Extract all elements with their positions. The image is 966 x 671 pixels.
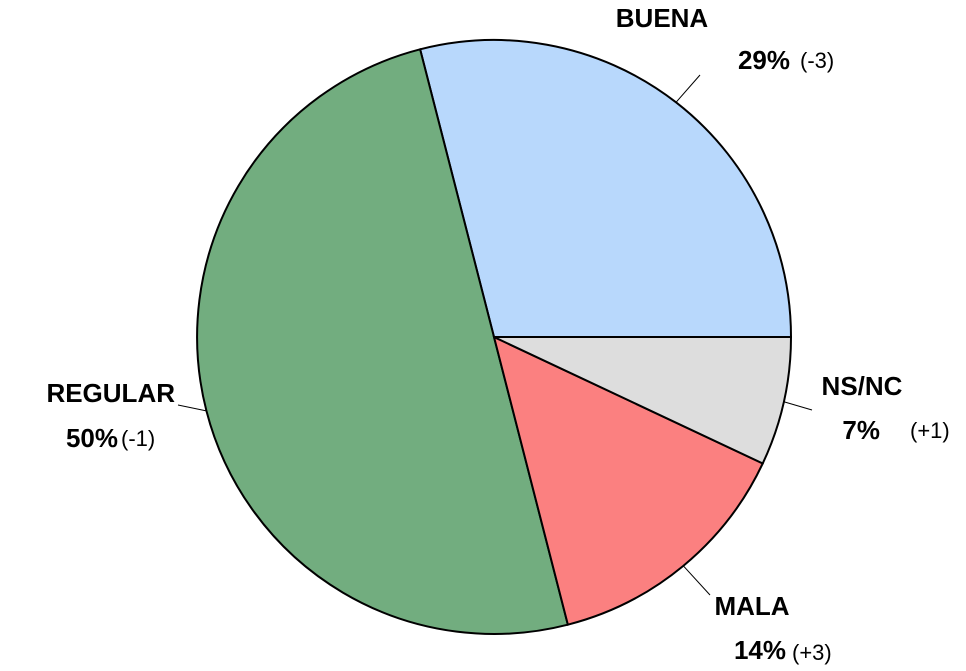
slice-percent: 29% [738, 45, 790, 75]
slice-change: (+1) [910, 418, 950, 443]
pie-slice [492, 335, 765, 626]
leader-line [682, 565, 711, 596]
slice-percent: 14% [734, 635, 786, 665]
slice-change: (+3) [792, 640, 832, 665]
slice-change: (-3) [800, 48, 834, 73]
leader-line [783, 401, 813, 411]
pie-slice [196, 48, 570, 635]
slice-percent: 7% [842, 415, 880, 445]
slice-name: MALA [714, 591, 789, 621]
slice-name: REGULAR [46, 378, 175, 408]
slice-name: BUENA [616, 3, 709, 33]
slice-change: (-1) [121, 426, 155, 451]
slice-name: NS/NC [822, 371, 903, 401]
leader-line [675, 74, 701, 103]
slice-percent: 50% [66, 423, 118, 453]
leader-line [177, 404, 207, 412]
